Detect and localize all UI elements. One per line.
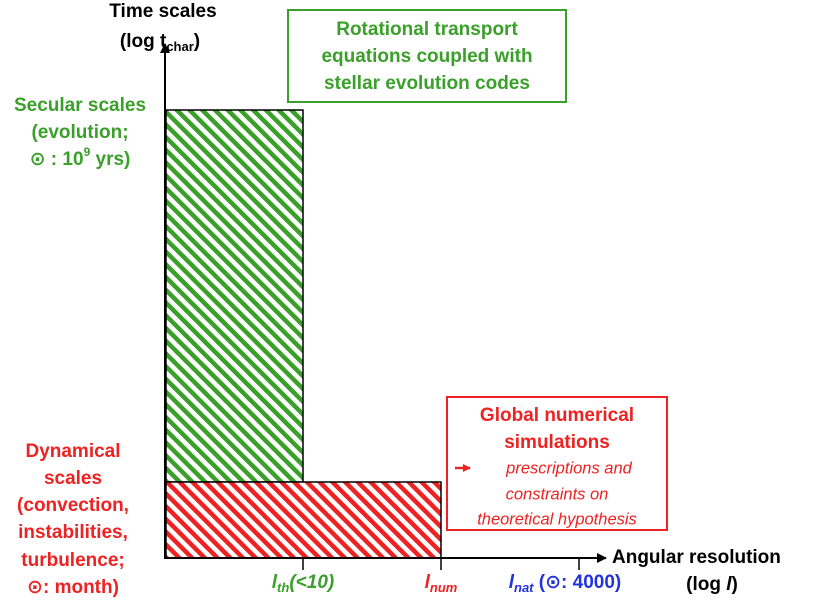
y-axis-label: Time scales xyxy=(109,1,216,22)
secular-region xyxy=(165,109,304,483)
x-axis-label: Angular resolution xyxy=(612,547,781,568)
dynamical-line: ⊙: month) xyxy=(27,577,119,598)
tick-label: lth(<10) xyxy=(272,572,334,595)
green-box-line: Rotational transport xyxy=(336,19,518,40)
dynamical-line: (convection, xyxy=(17,495,129,516)
dynamical-line: Dynamical xyxy=(25,441,120,462)
red-box-note: prescriptions and xyxy=(505,459,632,477)
green-box-line: stellar evolution codes xyxy=(324,73,530,94)
green-box xyxy=(287,9,567,103)
green-box-line: equations coupled with xyxy=(321,46,532,67)
red-box-title: simulations xyxy=(504,432,610,453)
dynamical-line: instabilities, xyxy=(18,522,128,543)
red-box-title: Global numerical xyxy=(480,405,634,426)
tick-label: lnat (⊙: 4000) xyxy=(509,572,622,595)
secular-line: ⊙ : 109 yrs) xyxy=(30,145,131,170)
secular-line: Secular scales xyxy=(14,95,146,116)
x-axis-unit: (log l) xyxy=(686,574,738,595)
red-box xyxy=(446,396,668,531)
dynamical-line: scales xyxy=(44,468,102,489)
tick-label: lnum xyxy=(425,572,458,595)
secular-line: (evolution; xyxy=(31,122,128,143)
red-box-note: theoretical hypothesis xyxy=(477,510,637,528)
dynamical-line: turbulence; xyxy=(21,550,124,571)
dynamical-region xyxy=(165,481,442,559)
y-axis-unit: (log tchar) xyxy=(120,31,200,54)
red-box-note: constraints on xyxy=(506,485,609,503)
